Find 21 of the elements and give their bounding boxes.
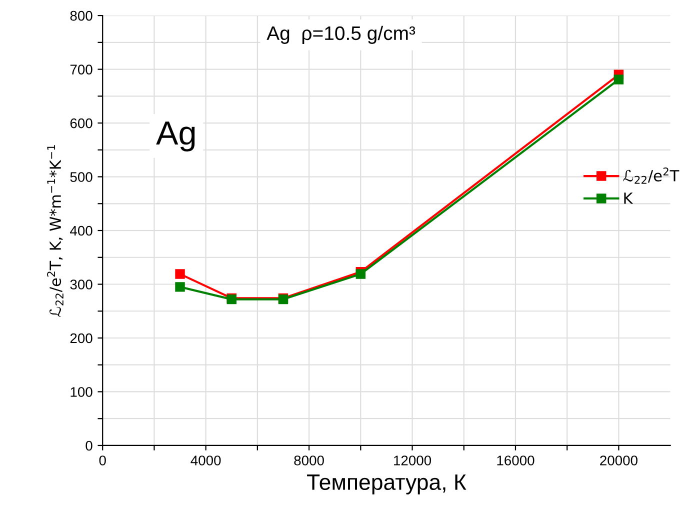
y-tick-label: 600: [70, 118, 92, 128]
x-axis-title: Температура, К: [307, 474, 466, 494]
y-tick-label: 100: [70, 387, 92, 397]
y-tick-label: 300: [70, 280, 92, 290]
x-tick-label: 16000: [497, 456, 534, 466]
y-axis-title: ℒ$_{22}$/e$^{2}$T, K, W*m$^{−1}$*K$^{−1}$: [47, 145, 64, 317]
legend-label: K: [624, 192, 634, 204]
y-tick-label: 800: [70, 10, 92, 21]
x-tick-label: 12000: [394, 456, 432, 466]
legend-label: ℒ$_{22}$/e$^{2}$T: [623, 167, 680, 184]
x-tick-label: 4000: [190, 456, 221, 466]
annotation: Ag ρ=10.5 g/cm³: [266, 26, 416, 44]
x-tick-label: 8000: [294, 456, 324, 466]
y-tick-label: 400: [70, 226, 92, 236]
y-tick-label: 0: [86, 440, 92, 451]
y-tick-label: 200: [70, 333, 92, 344]
x-tick-label: 20000: [600, 456, 638, 466]
annotation: Ag: [156, 122, 195, 152]
y-tick-label: 500: [70, 172, 92, 182]
y-tick-label: 700: [70, 64, 92, 74]
x-tick-label: 0: [99, 456, 106, 466]
